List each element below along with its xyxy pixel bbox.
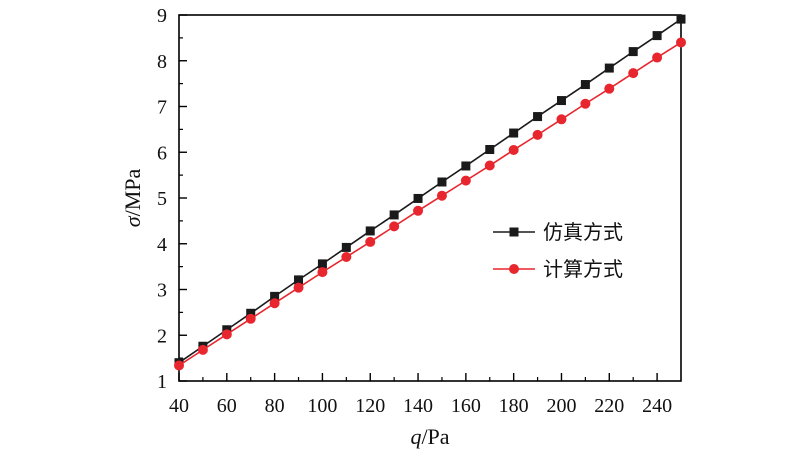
legend-marker [509, 264, 519, 274]
data-point [509, 128, 519, 138]
data-point [341, 252, 352, 263]
data-point [652, 31, 662, 41]
x-tick-label: 160 [451, 395, 481, 417]
data-point [317, 259, 327, 269]
series-line [178, 18, 682, 364]
x-axis-variable: q [410, 424, 421, 449]
y-tick-label: 5 [157, 188, 167, 210]
data-point [389, 221, 400, 232]
x-tick-label: 40 [169, 395, 189, 417]
data-point [604, 63, 614, 73]
data-point [533, 112, 543, 122]
legend-label: 仿真方式 [543, 220, 623, 244]
x-tick-label: 100 [307, 395, 337, 417]
legend-marker [509, 227, 519, 237]
y-tick-label: 6 [157, 142, 167, 164]
x-axis-unit: /Pa [421, 424, 449, 449]
data-point [461, 161, 471, 171]
data-point [341, 242, 351, 252]
data-point [246, 308, 256, 318]
data-point [532, 129, 543, 140]
data-point [221, 329, 232, 340]
data-point [580, 80, 590, 90]
x-tick-label: 200 [546, 395, 576, 417]
legend-label: 计算方式 [543, 257, 623, 281]
series-line [178, 41, 682, 367]
data-point [245, 313, 256, 324]
y-tick-label: 3 [157, 280, 167, 302]
data-point [294, 275, 304, 285]
data-point [508, 144, 519, 155]
y-tick-label: 8 [157, 51, 167, 73]
data-point [484, 160, 495, 171]
legend-item-2: 计算方式 [493, 257, 623, 281]
y-tick-label: 9 [157, 5, 167, 27]
axes: 40 60 80 100 120 140 160 180 200 220 240 1 2 3 4 5 6 7 8 9 [157, 5, 682, 417]
y-axis-title: σ/MPa [120, 169, 145, 228]
series-2 [174, 37, 686, 371]
x-tick-label: 120 [355, 395, 385, 417]
data-point [436, 190, 447, 201]
y-tick-label: 7 [157, 97, 167, 119]
data-point [676, 14, 686, 24]
data-point [460, 175, 471, 186]
x-tick-label: 60 [217, 395, 237, 417]
data-point [269, 298, 280, 309]
x-tick-label: 180 [499, 395, 529, 417]
x-axis-title: q/Pa [410, 424, 449, 449]
axis-titles: q/Pa σ/MPa [120, 169, 450, 449]
data-point [365, 236, 376, 247]
data-point [604, 83, 615, 94]
data-point [317, 267, 328, 278]
data-point [389, 210, 399, 220]
data-point [628, 68, 639, 79]
y-tick-label: 2 [157, 325, 167, 347]
data-point [365, 226, 375, 236]
data-point [556, 96, 566, 106]
data-point [485, 145, 495, 155]
data-point [413, 205, 424, 216]
data-point [174, 360, 184, 371]
data-point [293, 282, 304, 293]
data-point [413, 193, 423, 203]
x-tick-label: 80 [265, 395, 285, 417]
data-point [580, 98, 591, 109]
x-tick-label: 240 [642, 395, 672, 417]
y-axis-variable: σ [120, 215, 145, 227]
data-point [197, 344, 208, 355]
x-tick-label: 140 [403, 395, 433, 417]
data-point [556, 114, 567, 125]
data-point [628, 47, 638, 57]
x-tick-label: 220 [594, 395, 624, 417]
y-tick-label: 4 [157, 234, 167, 256]
data-point [437, 177, 447, 187]
series-layer [174, 14, 686, 371]
y-axis-unit: /MPa [120, 169, 145, 217]
data-point [270, 291, 280, 301]
data-point [676, 37, 686, 48]
legend-item-1: 仿真方式 [493, 220, 623, 244]
data-point [652, 52, 663, 63]
y-tick-label: 1 [157, 371, 167, 393]
